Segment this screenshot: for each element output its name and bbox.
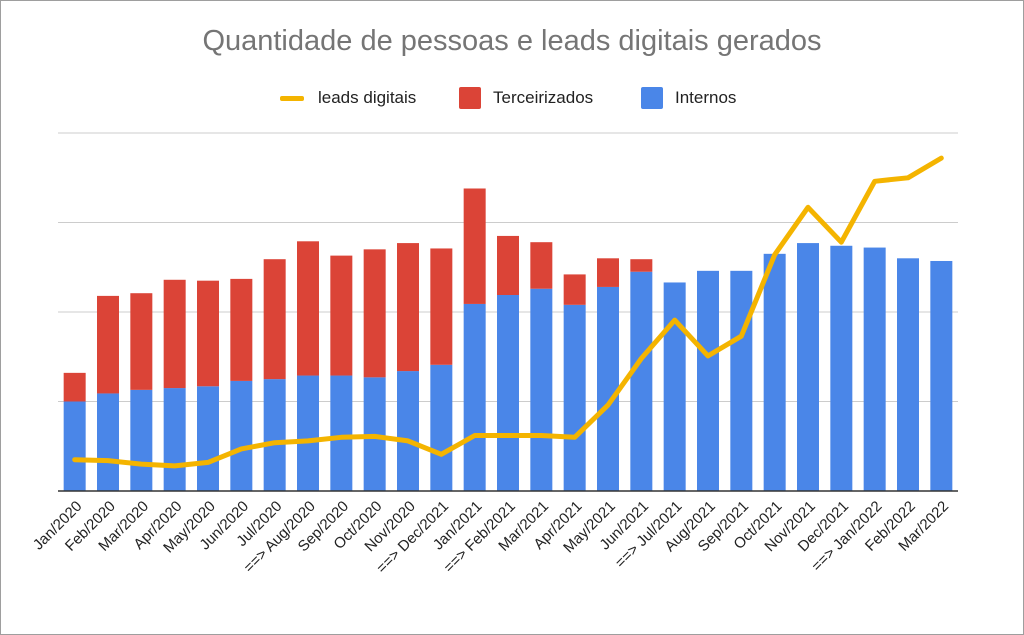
bar-internos [130, 389, 153, 491]
bar-terceirizados [63, 372, 86, 402]
bar-internos [297, 375, 319, 491]
bar-internos [497, 294, 519, 491]
bar-internos [397, 371, 419, 491]
bar-terceirizados [630, 259, 653, 272]
bar-internos [630, 271, 653, 491]
bar-terceirizados [230, 278, 253, 381]
bar-internos [63, 401, 86, 491]
bar-internos [663, 282, 686, 491]
bar-terceirizados [197, 280, 219, 387]
legend-label-terceirizados: Terceirizados [493, 88, 594, 107]
bar-terceirizados [363, 249, 386, 378]
bar-terceirizados [430, 248, 453, 365]
bar-internos [330, 375, 353, 491]
bar-internos [830, 245, 853, 491]
bar-terceirizados [563, 274, 586, 305]
bar-internos [897, 258, 919, 491]
bar-internos [930, 260, 953, 491]
chart-legend: leads digitais Terceirizados Internos [0, 85, 1024, 111]
bar-internos [430, 364, 453, 491]
bar-terceirizados [263, 259, 286, 380]
bar-terceirizados [97, 295, 119, 394]
legend-swatch-internos [641, 87, 663, 109]
bar-internos [730, 270, 753, 491]
bar-internos [597, 286, 619, 491]
bar-internos [230, 380, 253, 491]
bar-internos [263, 379, 286, 491]
bar-terceirizados [597, 258, 619, 287]
legend-swatch-leads-digitais [280, 95, 304, 101]
bar-internos [863, 247, 886, 491]
legend-label-internos: Internos [675, 88, 737, 107]
bar-internos [530, 288, 553, 491]
bar-internos [97, 393, 119, 491]
bar-terceirizados [497, 235, 519, 295]
legend-item-leads-digitais: leads digitais [280, 85, 416, 111]
bar-terceirizados [163, 279, 186, 389]
bar-terceirizados [463, 188, 486, 304]
bar-internos [797, 243, 819, 491]
bar-terceirizados [397, 243, 419, 372]
legend-item-terceirizados: Terceirizados [459, 85, 593, 111]
bar-terceirizados [530, 242, 553, 289]
legend-label-leads-digitais: leads digitais [318, 88, 417, 107]
bar-internos [697, 270, 719, 491]
bar-terceirizados [297, 241, 319, 376]
bar-internos [163, 388, 186, 491]
legend-item-internos: Internos [641, 85, 736, 111]
bar-internos [463, 303, 486, 491]
bar-internos [763, 253, 786, 491]
legend-swatch-terceirizados [459, 87, 481, 109]
bar-internos [563, 304, 586, 491]
bar-terceirizados [330, 255, 353, 376]
bar-terceirizados [130, 293, 153, 390]
chart-title: Quantidade de pessoas e leads digitais g… [202, 25, 822, 57]
bar-internos [197, 386, 219, 491]
